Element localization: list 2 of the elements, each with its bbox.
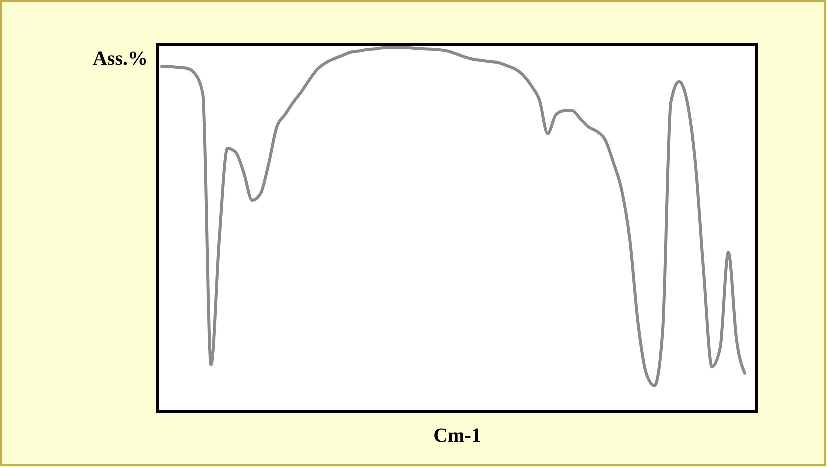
y-axis-title: Ass.% [92, 48, 148, 70]
x-axis-title: Cm-1 [434, 425, 482, 447]
